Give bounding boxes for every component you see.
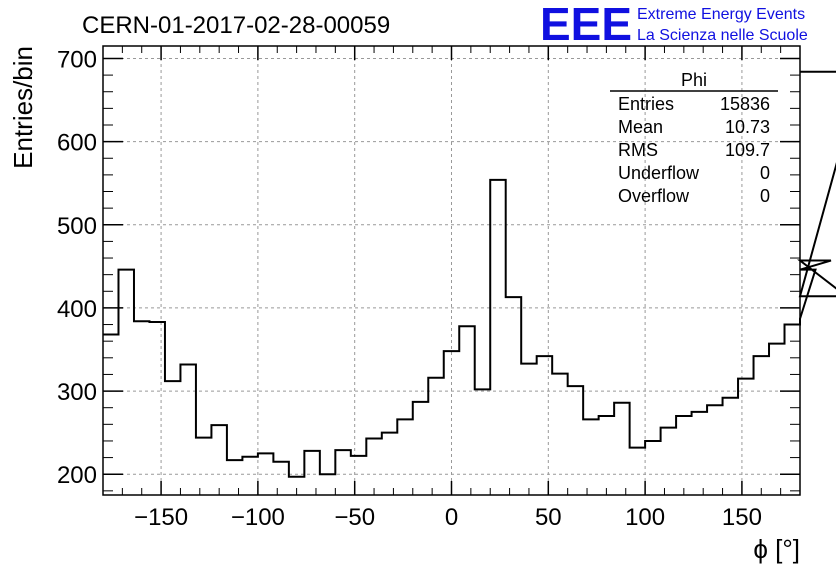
histogram-bin xyxy=(165,381,180,495)
stats-value: 10.73 xyxy=(725,117,770,137)
histogram-bin xyxy=(630,448,645,495)
histogram-bin xyxy=(614,403,629,495)
histogram-bin xyxy=(707,405,722,495)
x-tick-label: −50 xyxy=(334,504,375,531)
histogram-bin xyxy=(273,462,288,495)
histogram-bin xyxy=(692,412,707,495)
x-tick-label: 50 xyxy=(535,504,562,531)
histogram-bin xyxy=(211,425,226,495)
histogram-bin xyxy=(227,460,242,495)
histogram-bin xyxy=(258,453,273,495)
stats-label: Underflow xyxy=(618,163,700,183)
x-tick-label: 0 xyxy=(445,504,458,531)
histogram-bin xyxy=(552,374,567,495)
y-axis: 200 300 400 500 600 700 xyxy=(57,46,800,492)
histogram-bin xyxy=(583,419,598,495)
y-tick-label: 700 xyxy=(57,46,97,73)
stats-box: Phi Entries 15836 Mean 10.73 RMS 109.7 Underfl… xyxy=(610,70,778,206)
histogram-bin xyxy=(413,402,428,495)
eee-logo-line2: La Scienza nelle Scuole xyxy=(637,27,808,44)
histogram-bin xyxy=(769,344,784,495)
histogram-bin xyxy=(521,364,536,495)
stats-value: 15836 xyxy=(720,94,770,114)
eee-logo: EEE Extreme Energy Events La Scienza nel… xyxy=(540,0,808,50)
histogram-bin xyxy=(118,270,133,495)
x-tick-label: −150 xyxy=(134,504,188,531)
histogram-bin xyxy=(506,297,521,495)
eee-logo-line1: Extreme Energy Events xyxy=(637,6,805,23)
stats-label: Mean xyxy=(618,117,663,137)
histogram-bin xyxy=(599,416,614,495)
histogram-bin xyxy=(428,378,443,495)
histogram-bin xyxy=(785,325,800,495)
histogram-bin xyxy=(149,322,164,495)
y-tick-label: 600 xyxy=(57,130,97,157)
x-tick-label: 100 xyxy=(625,504,665,531)
stats-value: 109.7 xyxy=(725,140,770,160)
histogram-bin xyxy=(738,379,753,495)
histogram-bin xyxy=(537,356,552,495)
stats-title: Phi xyxy=(681,70,707,90)
histogram-bin xyxy=(366,438,381,495)
stats-label: Entries xyxy=(618,94,674,114)
x-tick-label: −100 xyxy=(231,504,285,531)
histogram-bin xyxy=(304,451,319,495)
histogram-bin xyxy=(661,428,676,495)
y-tick-label: 300 xyxy=(57,379,97,406)
eee-logo-letters: EEE xyxy=(540,0,632,50)
histogram-bin xyxy=(676,416,691,495)
grid-lines xyxy=(103,46,800,495)
histogram-bin xyxy=(382,433,397,495)
histogram-bin xyxy=(444,351,459,495)
histogram-bin xyxy=(289,477,304,495)
histogram-bin xyxy=(475,389,490,495)
y-tick-label: 500 xyxy=(57,213,97,240)
histogram-bin xyxy=(754,356,769,495)
stats-label: Overflow xyxy=(618,186,690,206)
histogram-bin xyxy=(351,456,366,495)
x-axis: −150 −100 −50 0 50 100 150 xyxy=(102,46,801,531)
histogram-bin xyxy=(196,438,211,495)
histogram-bin xyxy=(723,398,738,495)
histogram-bin xyxy=(645,441,660,495)
stats-label: RMS xyxy=(618,140,658,160)
histogram-bin xyxy=(459,326,474,495)
histogram-bin xyxy=(103,335,118,495)
histogram-bin xyxy=(490,180,505,495)
histogram-bin xyxy=(335,450,350,495)
histogram-bin xyxy=(134,321,149,495)
x-axis-title: ϕ [°] xyxy=(753,534,800,564)
stats-value: 0 xyxy=(760,186,770,206)
run-title: CERN-01-2017-02-28-00059 xyxy=(82,12,390,39)
histogram-bin xyxy=(320,474,335,495)
histogram-line xyxy=(103,70,836,478)
histogram-bin xyxy=(180,364,195,495)
y-tick-label: 400 xyxy=(57,296,97,323)
histogram-bin xyxy=(568,386,583,495)
x-tick-label: 150 xyxy=(722,504,762,531)
stats-value: 0 xyxy=(760,163,770,183)
histogram-bin xyxy=(397,419,412,495)
y-tick-label: 200 xyxy=(57,462,97,489)
histogram-bin xyxy=(242,457,257,495)
y-axis-title: Entries/bin xyxy=(8,46,38,169)
